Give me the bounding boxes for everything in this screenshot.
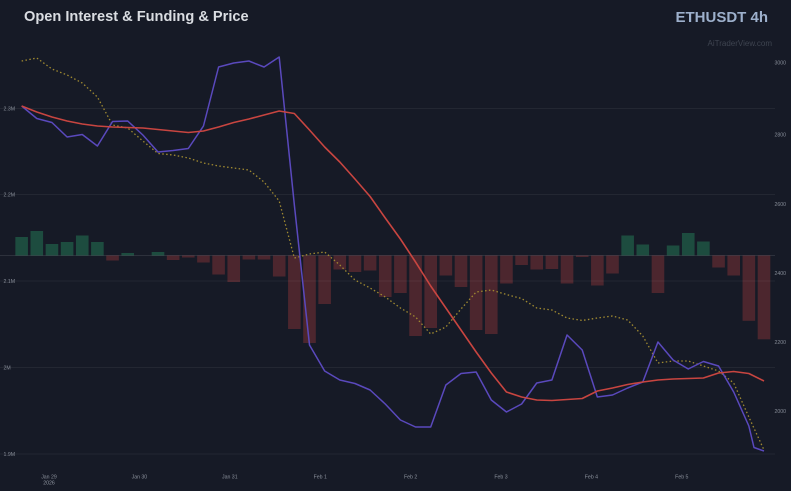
svg-text:Feb 5: Feb 5 <box>675 475 688 481</box>
svg-text:2.1M: 2.1M <box>4 279 16 285</box>
svg-text:2026: 2026 <box>43 481 55 487</box>
svg-text:Jan 29: Jan 29 <box>41 475 57 481</box>
svg-text:2800: 2800 <box>775 132 787 138</box>
svg-text:Feb 1: Feb 1 <box>314 475 327 481</box>
svg-text:Open Interest & Funding & Pric: Open Interest & Funding & Price <box>24 9 249 25</box>
svg-text:Feb 3: Feb 3 <box>494 475 507 481</box>
svg-text:AiTraderView.com: AiTraderView.com <box>708 39 773 48</box>
svg-text:2400: 2400 <box>775 271 787 277</box>
svg-text:Feb 2: Feb 2 <box>404 475 417 481</box>
svg-text:Feb 4: Feb 4 <box>585 475 598 481</box>
svg-text:Jan 31: Jan 31 <box>222 475 238 481</box>
svg-text:Jan 30: Jan 30 <box>132 475 148 481</box>
svg-text:2000: 2000 <box>775 409 787 415</box>
svg-text:2.3M: 2.3M <box>4 107 16 113</box>
svg-text:1.9M: 1.9M <box>4 452 16 458</box>
svg-text:3000: 3000 <box>775 60 787 66</box>
svg-text:2200: 2200 <box>775 340 787 346</box>
svg-text:2600: 2600 <box>775 202 787 208</box>
svg-text:2.2M: 2.2M <box>4 193 16 199</box>
svg-text:ETHUSDT 4h: ETHUSDT 4h <box>675 9 768 26</box>
svg-text:2M: 2M <box>4 366 11 372</box>
